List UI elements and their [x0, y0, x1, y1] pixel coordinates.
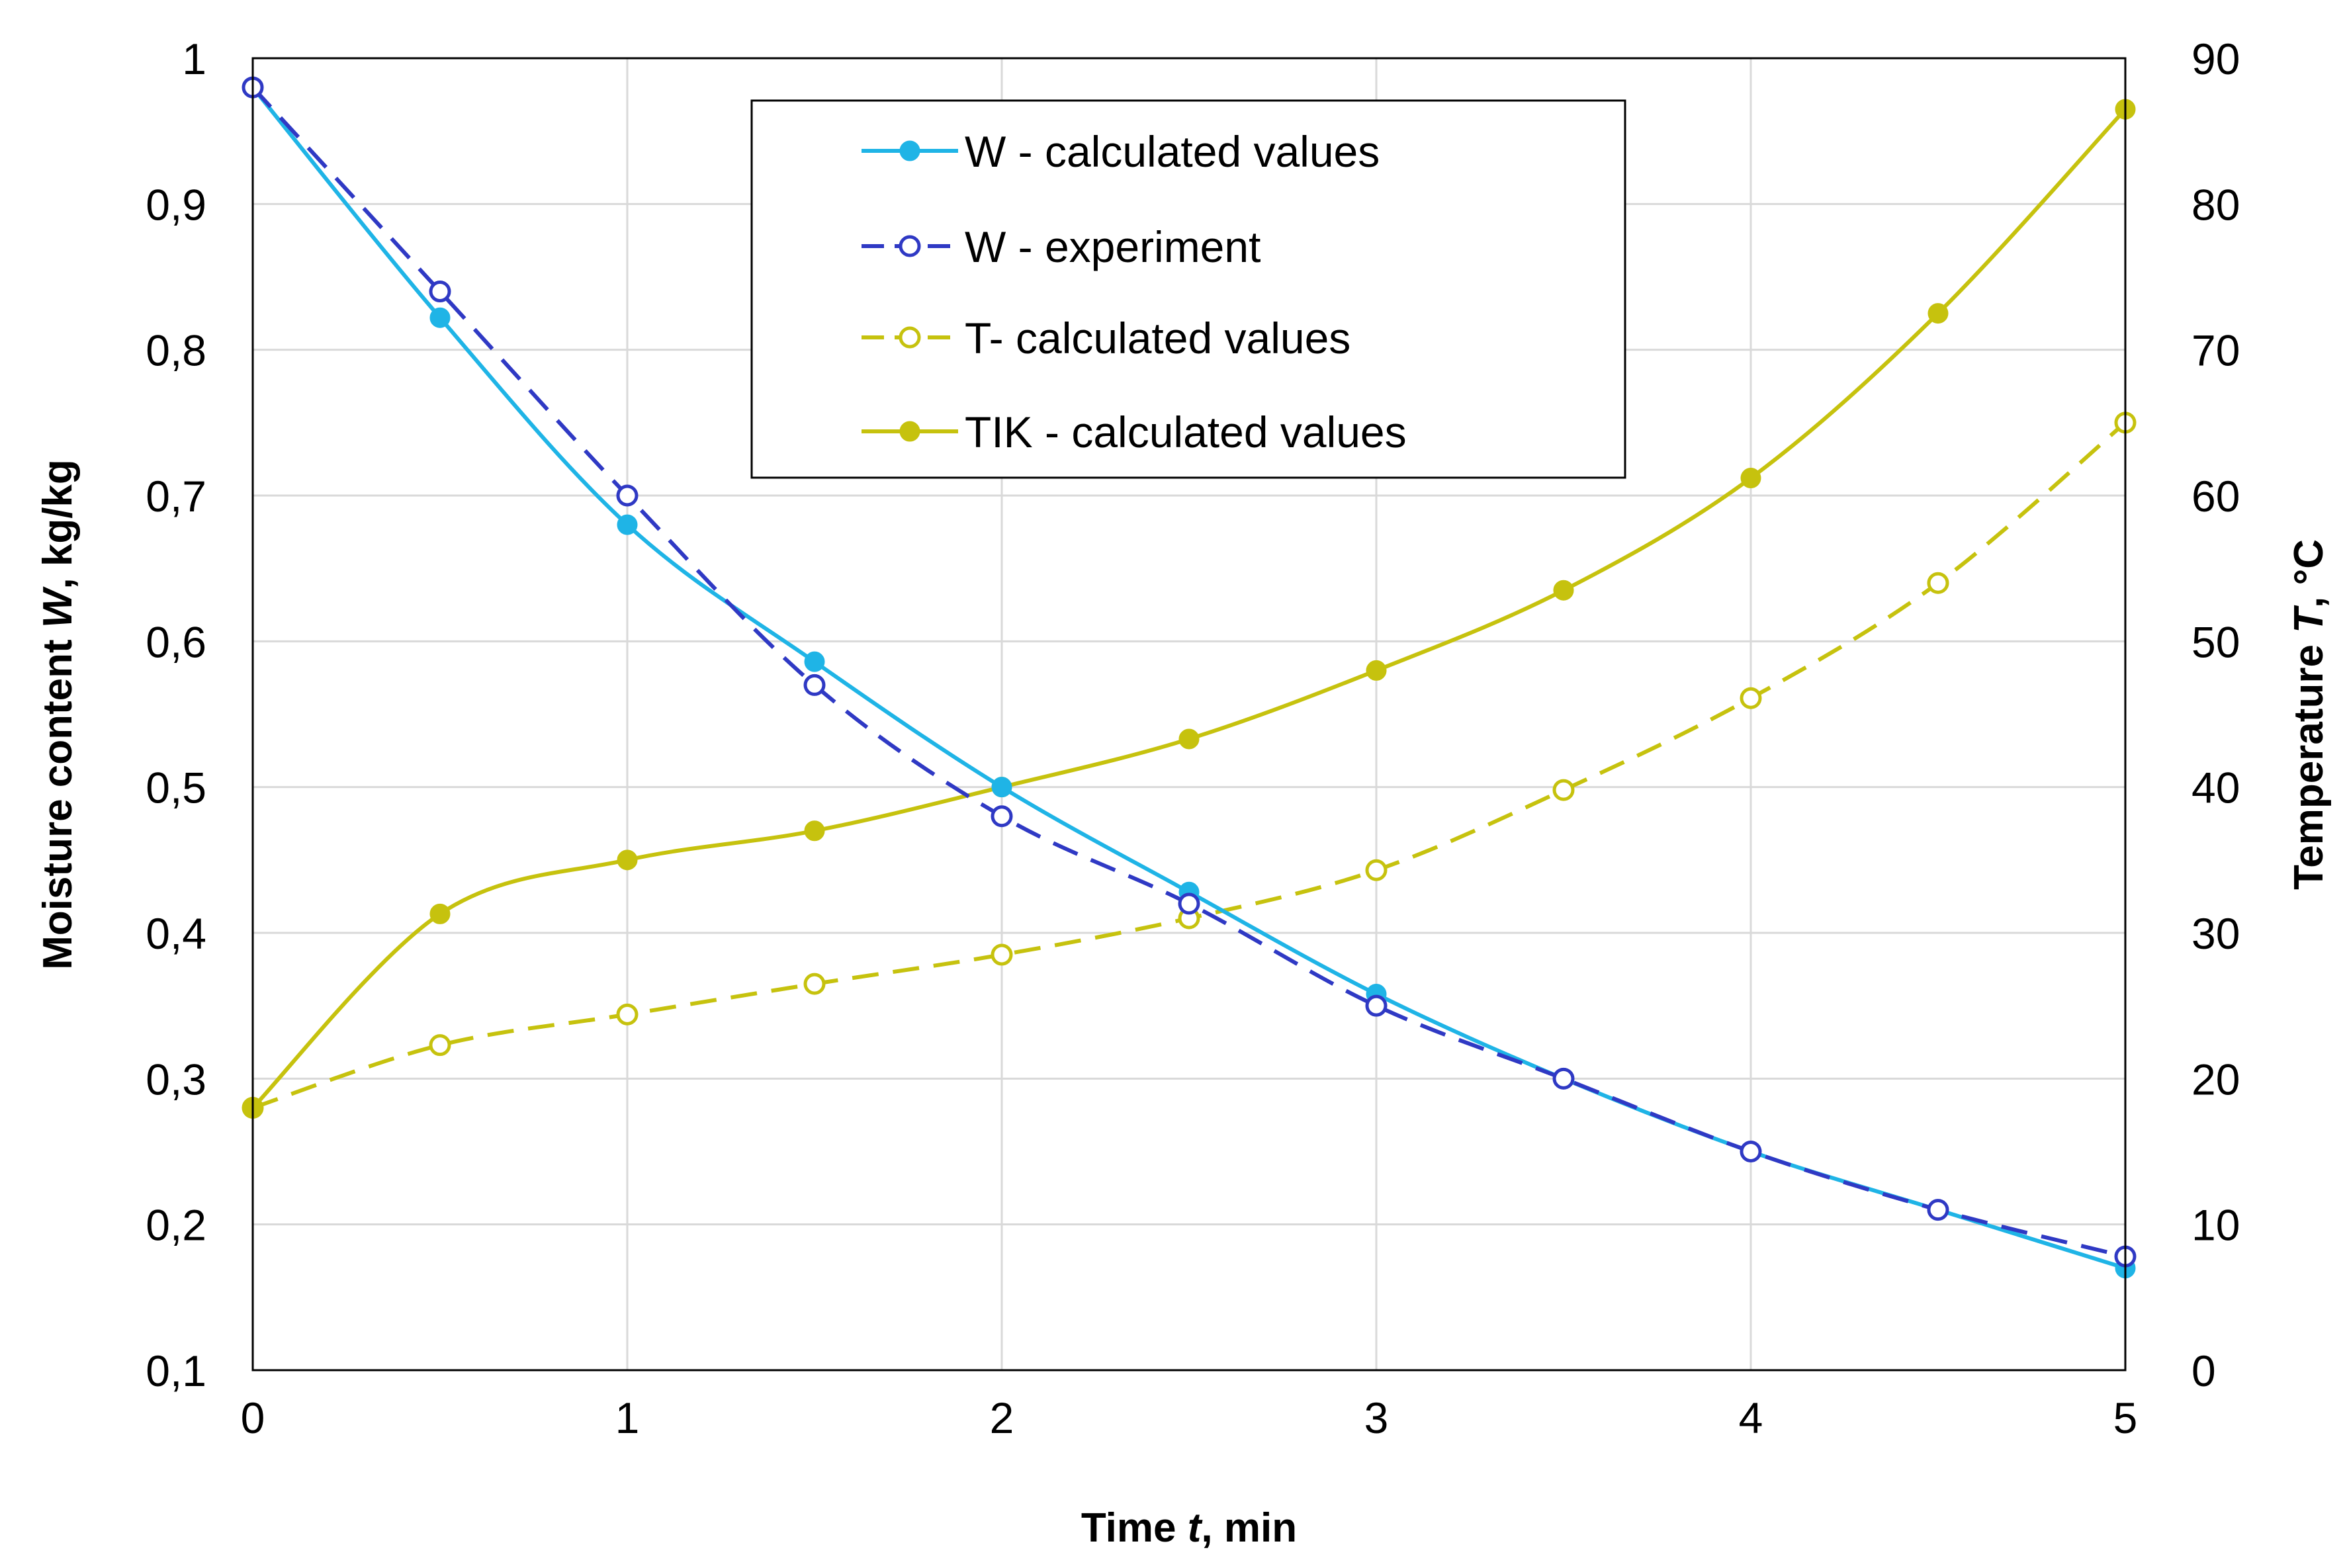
data-point [1927, 572, 1949, 594]
left-y-tick-label: 0,4 [146, 909, 206, 958]
right-y-tick-label: 10 [2191, 1201, 2240, 1250]
data-point [1552, 1067, 1575, 1090]
right-y-tick-label: 60 [2191, 472, 2240, 521]
data-point [429, 903, 451, 924]
series-4 [242, 99, 2136, 1118]
data-point [429, 281, 451, 303]
right-y-tick-label: 20 [2191, 1055, 2240, 1104]
data-point [1740, 1141, 1762, 1162]
series-line [251, 86, 2126, 1270]
data-point [1178, 728, 1200, 750]
data-point [617, 849, 638, 871]
data-point [1366, 660, 1387, 681]
right-y-tick-label: 50 [2191, 617, 2240, 666]
left-y-tick-label: 0,1 [146, 1346, 206, 1395]
left-y-tick-label: 0,7 [146, 472, 206, 521]
left-y-tick-label: 0,5 [146, 763, 206, 812]
right-y-tick-label: 90 [2191, 34, 2240, 83]
right-y-tick-label: 70 [2191, 326, 2240, 375]
data-point [991, 777, 1012, 798]
data-point [1927, 1199, 1949, 1221]
data-point [1365, 859, 1388, 881]
series-line [252, 421, 2127, 1110]
x-tick-label: 3 [1364, 1393, 1389, 1442]
data-point [617, 514, 638, 535]
legend-label: T- calculated values [965, 314, 1350, 363]
data-point [1740, 687, 1762, 709]
left-y-tick-label: 0,6 [146, 617, 206, 666]
legend-label: W - calculated values [965, 127, 1380, 176]
data-point [429, 307, 451, 328]
data-point [616, 1003, 639, 1025]
left-y-tick-label: 0,9 [146, 180, 206, 229]
data-point [803, 973, 826, 995]
data-point [1178, 893, 1200, 915]
data-point [616, 484, 639, 507]
data-point [1552, 779, 1575, 801]
legend-marker [899, 421, 920, 442]
x-tick-label: 1 [615, 1393, 640, 1442]
x-tick-label: 0 [241, 1393, 265, 1442]
legend-entry: W - experiment [862, 222, 1261, 271]
x-axis-title: Time t, min [1081, 1505, 1297, 1551]
right-y-tick-label: 40 [2191, 763, 2240, 812]
data-point [804, 820, 825, 842]
data-point [991, 805, 1013, 828]
legend-marker [899, 326, 921, 349]
right-y-tick-label: 80 [2191, 180, 2240, 229]
legend-entry: T- calculated values [862, 314, 1350, 363]
series-line [251, 86, 2126, 1259]
legend-box [750, 99, 1626, 479]
left-y-tick-label: 1 [182, 34, 206, 83]
legend-entry: TIK - calculated values [862, 408, 1407, 457]
series-2 [242, 76, 2137, 1268]
data-point [1927, 303, 1949, 324]
right-y-tick-label: 30 [2191, 909, 2240, 958]
legend: W - calculated values W - experiment T- ca… [750, 99, 1626, 479]
right-y-axis-title: Temperature T, °C [2286, 539, 2332, 890]
tick-labels: 0 1 2 3 4 50,10,20,30,40,50,60,70,80,91010203… [146, 34, 2240, 1442]
legend-marker [899, 235, 921, 257]
left-y-tick-label: 0,3 [146, 1055, 206, 1104]
data-point [1365, 994, 1388, 1017]
data-point [991, 943, 1013, 966]
series-line [251, 108, 2127, 1110]
series-3 [242, 412, 2137, 1119]
data-point [429, 1034, 451, 1057]
plot-frame [251, 57, 2127, 1372]
data-point [804, 651, 825, 672]
legend-marker [899, 140, 920, 161]
data-point [1553, 580, 1574, 601]
left-y-tick-label: 0,8 [146, 326, 206, 375]
data-point [1740, 468, 1761, 489]
legend-label: TIK - calculated values [965, 408, 1407, 457]
data-point [803, 674, 826, 696]
legend-entry: W - calculated values [862, 127, 1380, 176]
series-layer [242, 76, 2137, 1279]
legend-label: W - experiment [965, 222, 1261, 271]
left-y-axis-title: Moisture content W, kg/kg [35, 459, 81, 970]
x-tick-label: 5 [2113, 1393, 2138, 1442]
x-tick-label: 4 [1739, 1393, 1763, 1442]
x-tick-label: 2 [990, 1393, 1014, 1442]
right-y-tick-label: 0 [2191, 1346, 2216, 1395]
left-y-tick-label: 0,2 [146, 1201, 206, 1250]
